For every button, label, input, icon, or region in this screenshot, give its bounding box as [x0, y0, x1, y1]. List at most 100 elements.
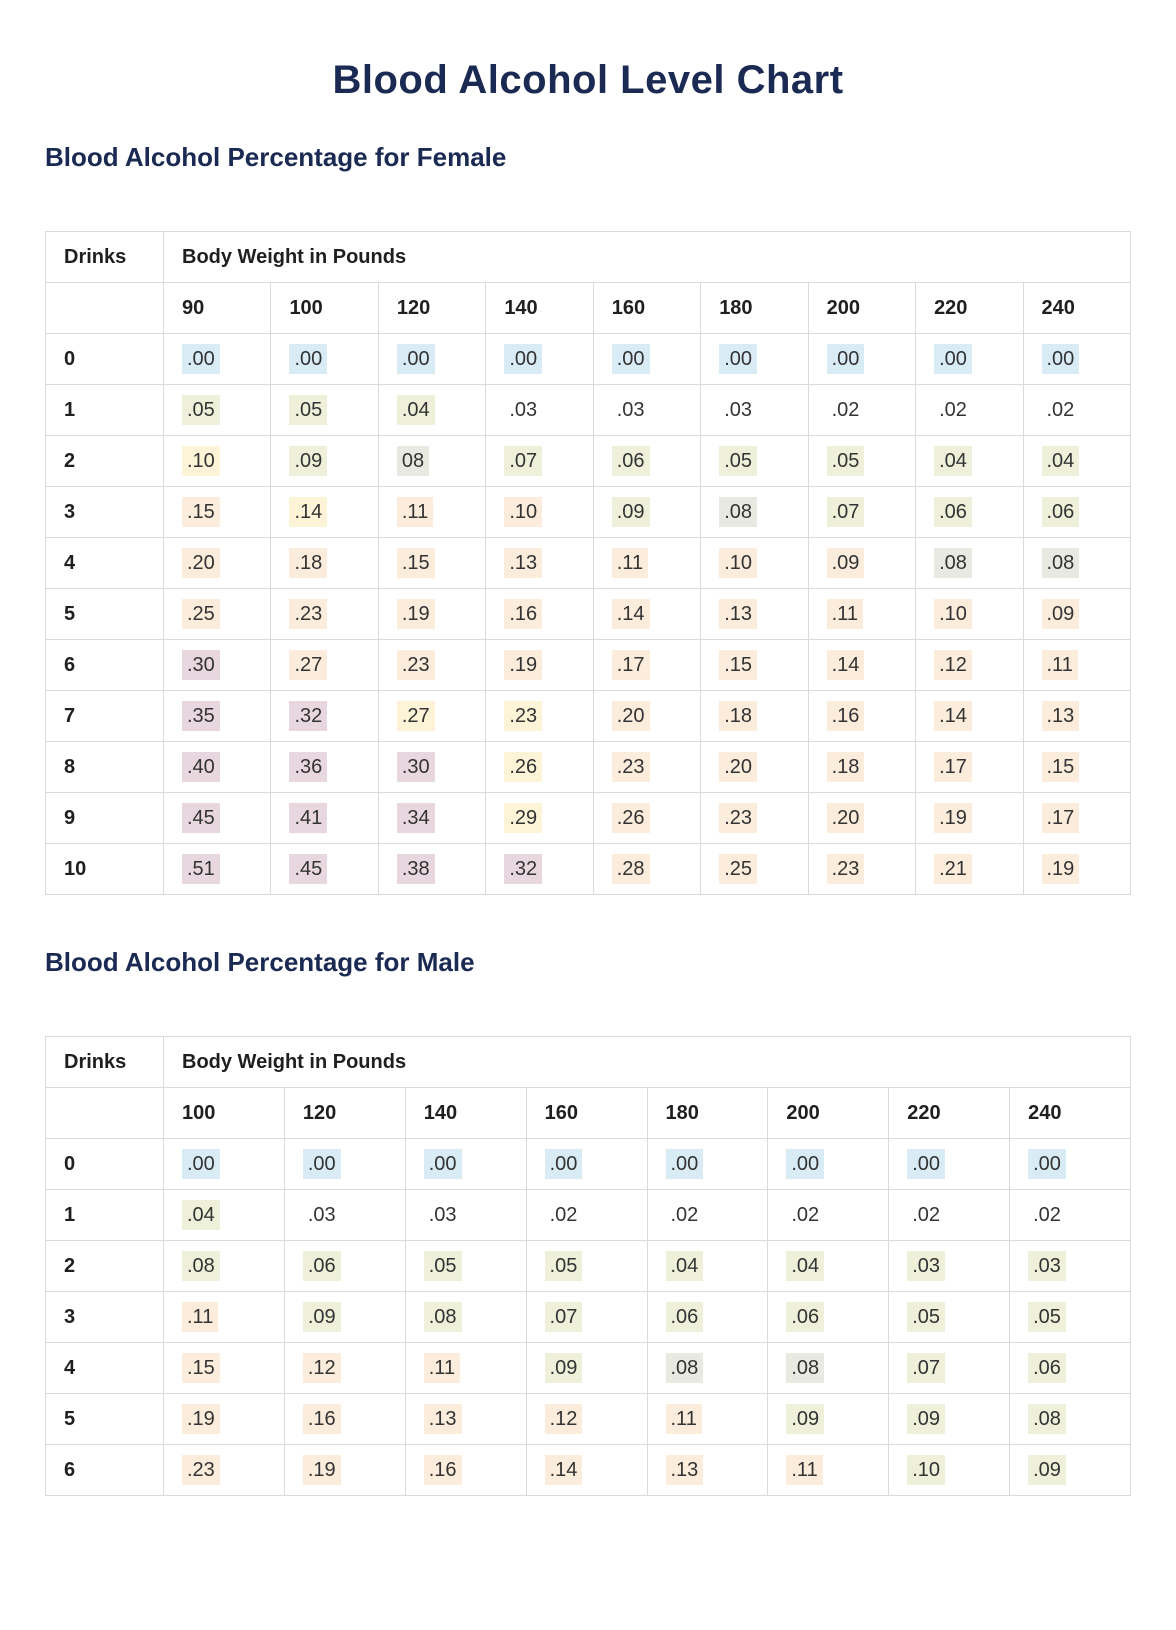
bac-value-cell: .05: [888, 1291, 1011, 1343]
table-row: 2 .10 .09 08 .07 .06 .05 .05 .04 .04: [45, 435, 1131, 487]
bac-value-highlight: .00: [182, 1149, 220, 1179]
bac-value-cell: .09: [592, 486, 702, 538]
bac-value-cell: .23: [592, 741, 702, 793]
table-row: 5 .25 .23 .19 .16 .14 .13 .11 .10 .09: [45, 588, 1131, 640]
bac-value-highlight: .18: [826, 752, 865, 782]
bac-value-highlight: .00: [786, 1149, 825, 1179]
female-bac-table: Drinks Body Weight in Pounds 90 100 120 140 16…: [45, 231, 1131, 895]
table-row: 6 .30 .27 .23 .19 .17 .15 .14 .12 .11: [45, 639, 1131, 691]
bac-value-cell: .36: [270, 741, 379, 793]
bac-value-highlight: .17: [1041, 803, 1080, 833]
bac-value-cell: .19: [163, 1393, 285, 1445]
bac-value-cell: .00: [525, 1138, 648, 1190]
weight-column-header: 220: [888, 1087, 1011, 1139]
bac-value-highlight: .05: [907, 1302, 946, 1332]
bac-value-cell: .17: [915, 741, 1024, 793]
bac-value-highlight: .12: [544, 1404, 583, 1434]
bac-value-highlight: .08: [934, 548, 972, 578]
weight-column-header: 160: [592, 282, 702, 334]
bac-value-highlight: .04: [665, 1251, 704, 1281]
bac-value-cell: .13: [1022, 690, 1131, 742]
bac-value-cell: .09: [767, 1393, 890, 1445]
bac-value-highlight: .07: [826, 497, 865, 527]
bac-value-cell: .11: [1022, 639, 1131, 691]
bac-value-highlight: .23: [611, 752, 650, 782]
bac-value-highlight: .14: [826, 650, 865, 680]
bac-value-cell: .06: [915, 486, 1024, 538]
bac-value-highlight: .06: [302, 1251, 341, 1281]
bac-value-cell: .04: [646, 1240, 769, 1292]
bac-value-highlight: .03: [724, 399, 752, 421]
bac-value-highlight: .00: [289, 344, 328, 374]
bac-value-highlight: .26: [504, 752, 543, 782]
bac-value-highlight: .09: [1028, 1455, 1066, 1485]
weight-column-header: 100: [163, 1087, 285, 1139]
bac-value-cell: .20: [807, 792, 917, 844]
bac-value-cell: .10: [700, 537, 809, 589]
bac-value-highlight: .11: [396, 497, 434, 527]
bac-value-highlight: .29: [504, 803, 543, 833]
bac-value-highlight: .08: [719, 497, 757, 527]
bac-value-cell: .29: [485, 792, 594, 844]
bac-value-cell: .08: [1009, 1393, 1131, 1445]
bac-value-cell: .03: [888, 1240, 1011, 1292]
bac-value-cell: .45: [162, 792, 272, 844]
bac-value-cell: .10: [888, 1444, 1011, 1496]
bac-value-cell: .00: [162, 333, 272, 385]
bac-value-cell: .23: [270, 588, 379, 640]
bac-value-highlight: .15: [719, 650, 757, 680]
bac-value-highlight: .04: [786, 1251, 825, 1281]
table-row: 0 .00 .00 .00 .00 .00 .00 .00 .00 .00: [45, 333, 1131, 385]
bac-value-cell: .08: [163, 1240, 285, 1292]
bac-value-cell: .00: [592, 333, 702, 385]
bac-value-cell: .08: [1022, 537, 1131, 589]
bac-value-cell: .35: [162, 690, 272, 742]
bac-value-highlight: .09: [1041, 599, 1080, 629]
table-row: 7 .35 .32 .27 .23 .20 .18 .16 .14 .13: [45, 690, 1131, 742]
bac-value-highlight: .23: [289, 599, 328, 629]
bac-value-highlight: .16: [826, 701, 865, 731]
bac-value-highlight: .20: [826, 803, 865, 833]
bac-value-highlight: .23: [504, 701, 543, 731]
bac-value-highlight: .13: [504, 548, 543, 578]
drinks-count-cell: 3: [45, 486, 164, 538]
table-row: 1 .05 .05 .04 .03 .03 .03 .02 .02 .02: [45, 384, 1131, 436]
bac-value-highlight: .19: [504, 650, 543, 680]
bac-value-cell: .00: [283, 1138, 406, 1190]
bac-value-cell: .00: [485, 333, 594, 385]
weight-column-header: 120: [377, 282, 487, 334]
body-weight-header: Body Weight in Pounds: [163, 231, 1131, 283]
drinks-count-cell: 0: [45, 333, 164, 385]
weight-column-header: 200: [767, 1087, 890, 1139]
table-row: 4 .15 .12 .11 .09 .08 .08 .07 .06: [45, 1342, 1131, 1394]
bac-value-cell: .25: [700, 843, 809, 895]
bac-value-highlight: .00: [302, 1149, 341, 1179]
bac-value-cell: .10: [162, 435, 272, 487]
bac-value-highlight: .19: [934, 803, 972, 833]
bac-value-cell: .08: [767, 1342, 890, 1394]
drinks-count-cell: 5: [45, 1393, 164, 1445]
bac-value-highlight: .06: [1028, 1353, 1066, 1383]
bac-value-highlight: .15: [182, 497, 220, 527]
bac-value-highlight: .06: [611, 446, 650, 476]
bac-value-cell: .00: [700, 333, 809, 385]
bac-value-highlight: .17: [934, 752, 972, 782]
bac-value-cell: .20: [162, 537, 272, 589]
bac-value-cell: .16: [485, 588, 594, 640]
drinks-count-cell: 5: [45, 588, 164, 640]
bac-value-highlight: .45: [182, 803, 220, 833]
weight-header-row: 90 100 120 140 160 180 200 220 240: [45, 282, 1131, 334]
bac-value-cell: .23: [485, 690, 594, 742]
bac-value-cell: .05: [270, 384, 379, 436]
bac-value-cell: .19: [377, 588, 487, 640]
bac-value-highlight: .09: [544, 1353, 583, 1383]
table-row: 2 .08 .06 .05 .05 .04 .04 .03 .03: [45, 1240, 1131, 1292]
bac-value-cell: .03: [404, 1189, 527, 1241]
bac-value-cell: .11: [592, 537, 702, 589]
bac-value-highlight: .11: [423, 1353, 461, 1383]
bac-value-highlight: .32: [289, 701, 328, 731]
weight-column-header: 180: [646, 1087, 769, 1139]
bac-value-cell: .27: [377, 690, 487, 742]
bac-value-cell: .00: [1009, 1138, 1131, 1190]
weight-column-header: 200: [807, 282, 917, 334]
